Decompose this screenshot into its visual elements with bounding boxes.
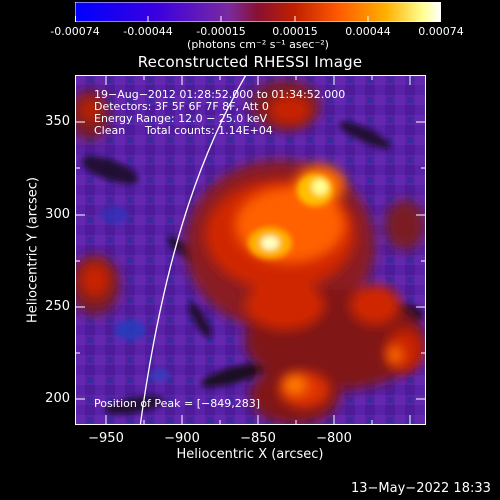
energy-range-label: Energy Range: 12.0 − 25.0 keV bbox=[94, 112, 268, 125]
colorbar-tick-label: 0.00015 bbox=[272, 25, 318, 38]
colorbar-tick-label: -0.00044 bbox=[123, 25, 173, 38]
x-tick-label: −800 bbox=[316, 431, 352, 446]
x-axis-label: Heliocentric X (arcsec) bbox=[176, 447, 324, 462]
colorbar-units: (photons cm⁻² s⁻¹ asec⁻²) bbox=[187, 38, 329, 51]
colorbar-tick-label: -0.00015 bbox=[196, 25, 246, 38]
x-tick-label: −850 bbox=[240, 431, 276, 446]
y-tick-label: 200 bbox=[45, 391, 70, 406]
detectors-label: Detectors: 3F 5F 6F 7F 8F, Att 0 bbox=[94, 100, 269, 113]
x-tick-label: −950 bbox=[88, 431, 124, 446]
y-axis-label: Heliocentric Y (arcsec) bbox=[25, 177, 41, 323]
peak-position-label: Position of Peak = [−849,283] bbox=[94, 397, 261, 410]
y-tick-label: 300 bbox=[45, 207, 70, 222]
total-counts-label: Total counts: 1.14E+04 bbox=[145, 124, 273, 137]
x-tick-label: −900 bbox=[164, 431, 200, 446]
method-label: Clean bbox=[94, 124, 126, 137]
colorbar-tick-label: 0.00074 bbox=[418, 25, 464, 38]
colorbar-tick-label: -0.00074 bbox=[50, 25, 100, 38]
colorbar-tick-label: 0.00044 bbox=[345, 25, 391, 38]
colorbar bbox=[75, 2, 441, 22]
y-tick-label: 350 bbox=[45, 114, 70, 129]
rhessi-image bbox=[75, 75, 426, 425]
time-range-label: 19−Aug−2012 01:28:52.000 to 01:34:52.000 bbox=[94, 88, 346, 101]
y-tick-label: 250 bbox=[45, 299, 70, 314]
footer-timestamp: 13−May−2022 18:33 bbox=[351, 481, 491, 496]
plot-title: Reconstructed RHESSI Image bbox=[137, 53, 363, 71]
solar-limb bbox=[139, 75, 247, 425]
